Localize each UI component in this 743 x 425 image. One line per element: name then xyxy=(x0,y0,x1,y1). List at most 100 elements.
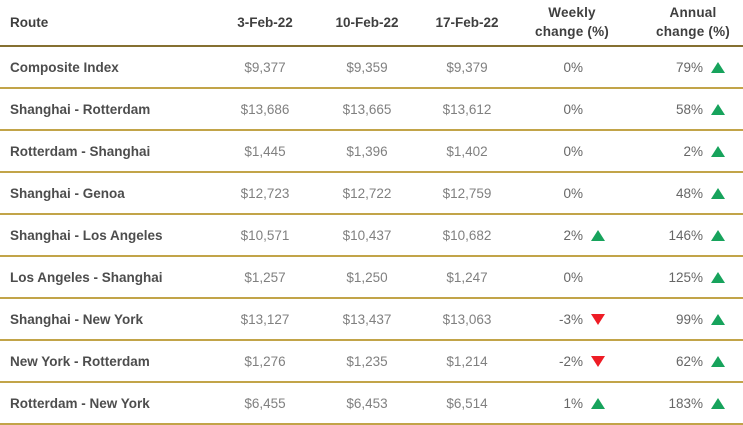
weekly-change-value: -3% xyxy=(558,311,583,327)
weekly-header-line2: change (%) xyxy=(534,23,609,39)
weekly-change-cell: 0% xyxy=(515,102,613,117)
rate-cell: $12,759 xyxy=(419,186,515,201)
table-row: Los Angeles - Shanghai $1,257 $1,250 $1,… xyxy=(0,257,743,299)
table-row: Shanghai - Rotterdam $13,686 $13,665 $13… xyxy=(0,89,743,131)
annual-triangle-slot xyxy=(711,355,725,367)
annual-header-line1: Annual xyxy=(669,5,717,21)
route-label: Shanghai - Rotterdam xyxy=(10,101,151,117)
rate-value: $10,437 xyxy=(342,227,392,243)
rate-value: $6,514 xyxy=(446,395,488,411)
rate-value: $10,571 xyxy=(240,227,290,243)
route-label: Composite Index xyxy=(10,59,119,75)
rate-cell: $13,127 xyxy=(215,312,315,327)
table-row: Shanghai - Genoa $12,723 $12,722 $12,759… xyxy=(0,173,743,215)
up-triangle-icon xyxy=(711,61,725,73)
rate-value: $1,402 xyxy=(446,143,488,159)
rate-value: $9,359 xyxy=(346,59,388,75)
weekly-triangle-slot xyxy=(591,103,605,115)
annual-change-value: 58% xyxy=(675,101,703,117)
weekly-triangle-slot xyxy=(591,355,605,367)
up-triangle-icon xyxy=(711,397,725,409)
annual-triangle-slot xyxy=(711,397,725,409)
rate-cell: $1,276 xyxy=(215,354,315,369)
weekly-change-cell: -2% xyxy=(515,354,613,369)
route-label: Rotterdam - Shanghai xyxy=(10,143,151,159)
annual-triangle-slot xyxy=(711,61,725,73)
rate-value: $1,276 xyxy=(244,353,286,369)
weekly-change-value: 1% xyxy=(563,395,583,411)
annual-change-value: 99% xyxy=(675,311,703,327)
annual-change-cell: 2% xyxy=(613,144,743,159)
column-header-weekly-change: Weekly change (%) xyxy=(515,4,613,40)
route-label: Rotterdam - New York xyxy=(10,395,150,411)
rate-value: $13,612 xyxy=(442,101,492,117)
route-cell: Rotterdam - Shanghai xyxy=(0,144,215,159)
weekly-change-value: 0% xyxy=(563,143,583,159)
annual-change-cell: 79% xyxy=(613,60,743,75)
table-row: Rotterdam - New York $6,455 $6,453 $6,51… xyxy=(0,383,743,425)
up-triangle-icon xyxy=(591,229,605,241)
column-header-annual-change: Annual change (%) xyxy=(613,4,743,40)
weekly-change-value: 0% xyxy=(563,185,583,201)
table-row: Composite Index $9,377 $9,359 $9,379 0% … xyxy=(0,47,743,89)
rate-value: $1,235 xyxy=(346,353,388,369)
column-header-date-2: 10-Feb-22 xyxy=(335,15,399,30)
annual-change-value: 183% xyxy=(668,395,703,411)
rate-value: $9,379 xyxy=(446,59,488,75)
annual-change-cell: 125% xyxy=(613,270,743,285)
up-triangle-icon xyxy=(711,145,725,157)
annual-change-cell: 146% xyxy=(613,228,743,243)
weekly-triangle-slot xyxy=(591,229,605,241)
annual-change-cell: 62% xyxy=(613,354,743,369)
weekly-header-line1: Weekly xyxy=(548,5,596,21)
table-row: Shanghai - New York $13,127 $13,437 $13,… xyxy=(0,299,743,341)
rate-cell: $6,455 xyxy=(215,396,315,411)
up-triangle-icon xyxy=(711,271,725,283)
rate-value: $1,214 xyxy=(446,353,488,369)
annual-triangle-slot xyxy=(711,313,725,325)
route-label: Shanghai - New York xyxy=(10,311,144,327)
rate-cell: $1,235 xyxy=(315,354,419,369)
route-cell: Shanghai - Genoa xyxy=(0,186,215,201)
table-body: Composite Index $9,377 $9,359 $9,379 0% … xyxy=(0,47,743,425)
route-cell: Los Angeles - Shanghai xyxy=(0,270,215,285)
route-label: Los Angeles - Shanghai xyxy=(10,269,163,285)
weekly-change-value: 0% xyxy=(563,101,583,117)
down-triangle-icon xyxy=(591,313,605,325)
rate-cell: $13,612 xyxy=(419,102,515,117)
weekly-change-cell: 0% xyxy=(515,270,613,285)
route-cell: New York - Rotterdam xyxy=(0,354,215,369)
weekly-change-cell: 1% xyxy=(515,396,613,411)
rate-cell: $10,682 xyxy=(419,228,515,243)
rate-cell: $1,247 xyxy=(419,270,515,285)
weekly-triangle-slot xyxy=(591,313,605,325)
annual-triangle-slot xyxy=(711,145,725,157)
weekly-triangle-slot xyxy=(591,397,605,409)
rate-value: $1,445 xyxy=(244,143,286,159)
weekly-triangle-slot xyxy=(591,271,605,283)
route-cell: Shanghai - Rotterdam xyxy=(0,102,215,117)
column-header-date-3: 17-Feb-22 xyxy=(435,15,499,30)
rate-value: $13,437 xyxy=(342,311,392,327)
weekly-triangle-slot xyxy=(591,187,605,199)
rate-cell: $13,665 xyxy=(315,102,419,117)
rate-value: $9,377 xyxy=(244,59,286,75)
rate-cell: $1,214 xyxy=(419,354,515,369)
weekly-change-value: 0% xyxy=(563,59,583,75)
annual-triangle-slot xyxy=(711,187,725,199)
route-cell: Shanghai - New York xyxy=(0,312,215,327)
annual-change-cell: 48% xyxy=(613,186,743,201)
rate-cell: $13,437 xyxy=(315,312,419,327)
rate-cell: $12,722 xyxy=(315,186,419,201)
annual-triangle-slot xyxy=(711,103,725,115)
rate-cell: $13,686 xyxy=(215,102,315,117)
route-label: Shanghai - Los Angeles xyxy=(10,227,163,243)
rate-cell: $1,445 xyxy=(215,144,315,159)
rate-value: $13,686 xyxy=(240,101,290,117)
rate-cell: $1,257 xyxy=(215,270,315,285)
rate-value: $10,682 xyxy=(442,227,492,243)
annual-change-cell: 58% xyxy=(613,102,743,117)
rate-cell: $10,571 xyxy=(215,228,315,243)
annual-change-value: 2% xyxy=(683,143,703,159)
rate-value: $1,250 xyxy=(346,269,388,285)
